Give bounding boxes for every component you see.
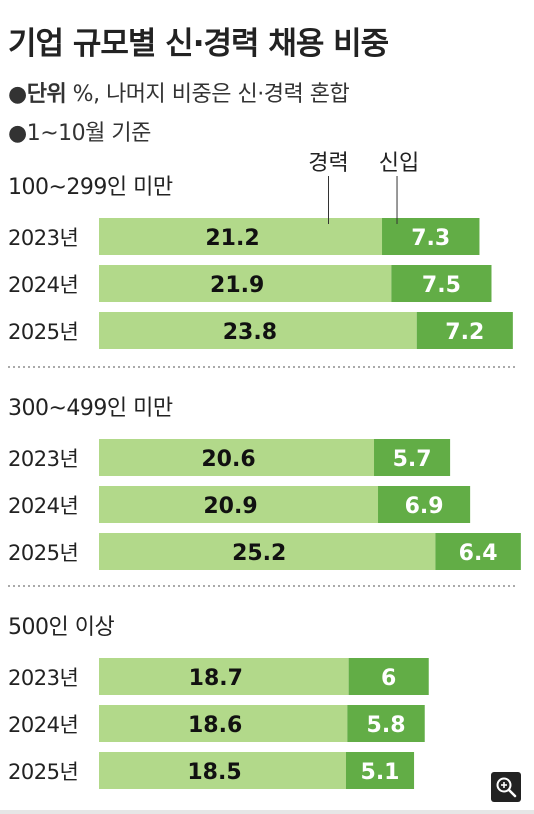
legend-career: 경력 xyxy=(308,151,348,176)
career-bar xyxy=(99,312,417,349)
year-label: 2025년 xyxy=(8,320,78,344)
new-bar xyxy=(435,533,521,570)
career-bar xyxy=(99,705,348,742)
year-label: 2023년 xyxy=(8,447,78,471)
unit-note: ●단위 %, 나머지 비중은 신·경력 혼합 xyxy=(8,82,350,107)
career-value-label: 18.5 xyxy=(187,760,241,785)
new-value-label: 6.9 xyxy=(405,494,444,519)
new-bar xyxy=(348,658,429,695)
group-label: 300~499인 미만 xyxy=(8,396,173,421)
career-value-label: 20.9 xyxy=(203,494,257,519)
new-value-label: 5.8 xyxy=(367,713,406,738)
career-value-label: 18.7 xyxy=(189,666,243,691)
new-value-label: 6.4 xyxy=(459,541,498,566)
new-value-label: 7.5 xyxy=(422,273,461,298)
career-bar xyxy=(99,752,346,789)
new-value-label: 7.2 xyxy=(445,320,484,345)
career-bar xyxy=(99,218,383,255)
year-label: 2024년 xyxy=(8,713,78,737)
career-bar xyxy=(99,265,392,302)
new-value-label: 7.3 xyxy=(411,226,450,251)
new-bar xyxy=(378,486,471,523)
new-bar xyxy=(347,705,425,742)
magnifier-plus-icon xyxy=(496,777,517,798)
career-bar xyxy=(99,533,436,570)
unit-text: %, 나머지 비중은 신·경력 혼합 xyxy=(66,82,350,107)
group-label: 100~299인 미만 xyxy=(8,175,173,200)
year-label: 2025년 xyxy=(8,760,78,784)
new-bar xyxy=(416,312,513,349)
year-label: 2024년 xyxy=(8,494,78,518)
new-bar xyxy=(382,218,480,255)
new-value-label: 5.1 xyxy=(361,760,400,785)
new-bar xyxy=(374,439,451,476)
legend-new: 신입 xyxy=(379,151,419,176)
career-value-label: 23.8 xyxy=(223,320,277,345)
career-value-label: 18.6 xyxy=(188,713,242,738)
career-bar xyxy=(99,658,349,695)
career-bar xyxy=(99,486,379,523)
new-value-label: 5.7 xyxy=(393,447,432,472)
new-bar xyxy=(391,265,492,302)
period-note: ●1~10월 기준 xyxy=(8,121,152,146)
bottom-divider xyxy=(0,810,534,814)
career-value-label: 21.2 xyxy=(205,226,259,251)
new-value-label: 6 xyxy=(381,666,396,691)
career-value-label: 21.9 xyxy=(210,273,264,298)
group-label: 500인 이상 xyxy=(8,615,114,640)
career-bar xyxy=(99,439,375,476)
year-label: 2023년 xyxy=(8,666,78,690)
new-bar xyxy=(345,752,415,789)
year-label: 2023년 xyxy=(8,226,78,250)
year-label: 2024년 xyxy=(8,273,78,297)
chart-title: 기업 규모별 신·경력 채용 비중 xyxy=(8,26,389,62)
unit-label: 단위 xyxy=(26,82,67,107)
year-label: 2025년 xyxy=(8,541,78,565)
career-value-label: 25.2 xyxy=(232,541,286,566)
zoom-button[interactable] xyxy=(491,772,521,802)
career-value-label: 20.6 xyxy=(201,447,255,472)
period-text: 1~10월 기준 xyxy=(26,121,152,146)
